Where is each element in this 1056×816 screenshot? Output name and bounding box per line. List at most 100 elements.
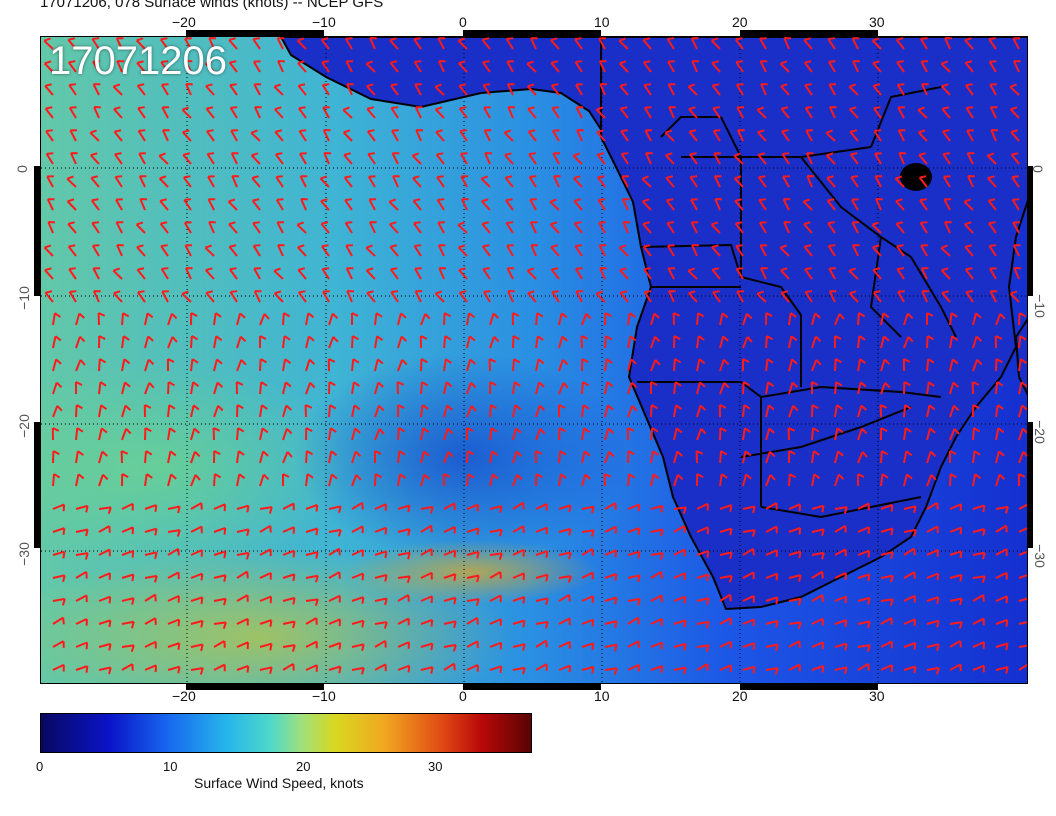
- wind-barb: [136, 267, 146, 280]
- wind-barb: [897, 290, 905, 303]
- wind-barb: [121, 502, 134, 511]
- wind-barb: [420, 505, 434, 514]
- wind-barb: [236, 570, 249, 579]
- wind-barb: [926, 335, 934, 349]
- wind-barb: [182, 152, 192, 165]
- wind-barb: [857, 312, 866, 326]
- wind-barb: [420, 358, 428, 372]
- wind-barb: [665, 198, 675, 211]
- wind-barb: [466, 527, 480, 536]
- wind-barb: [213, 405, 224, 418]
- wind-barb: [944, 37, 952, 50]
- wind-barb: [144, 473, 153, 487]
- wind-barb: [903, 547, 916, 556]
- wind-barb: [121, 404, 132, 418]
- wind-barb: [434, 106, 445, 119]
- wind-barb: [650, 404, 658, 418]
- wind-barb: [397, 473, 407, 487]
- wind-barb: [825, 129, 836, 142]
- wind-barb: [229, 106, 238, 119]
- wind-barb: [276, 37, 285, 50]
- wind-barb: [903, 404, 912, 418]
- wind-barb: [742, 529, 756, 537]
- wind-barb: [259, 427, 269, 441]
- wind-barb: [207, 175, 215, 188]
- wind-barb: [328, 473, 338, 487]
- wind-barb: [374, 550, 388, 559]
- wind-barb: [619, 290, 629, 303]
- wind-barb: [896, 244, 905, 257]
- wind-barb: [810, 381, 819, 395]
- wind-barb: [190, 474, 201, 487]
- wind-barb: [828, 83, 837, 96]
- wind-barb: [98, 358, 107, 372]
- wind-barb: [305, 640, 318, 649]
- wind-barb: [642, 221, 652, 234]
- wind-barb: [304, 404, 313, 418]
- wind-barb: [75, 312, 85, 326]
- wind-barb: [276, 221, 285, 234]
- wind-barb: [160, 83, 169, 96]
- wind-barb: [282, 662, 295, 671]
- wind-barb: [687, 83, 698, 96]
- wind-barb: [644, 129, 653, 142]
- wind-barb: [604, 572, 618, 581]
- wind-barb: [737, 129, 745, 142]
- wind-barb: [98, 642, 112, 651]
- wind-barb: [113, 129, 123, 142]
- wind-barb: [183, 221, 192, 234]
- wind-barb: [365, 267, 376, 280]
- wind-barb: [75, 359, 86, 372]
- wind-barb: [391, 152, 400, 165]
- wind-barb: [52, 381, 63, 395]
- wind-barb: [788, 597, 802, 606]
- wind-barb: [673, 666, 687, 675]
- wind-barb: [374, 450, 382, 463]
- wind-barb: [788, 312, 797, 326]
- wind-barb: [443, 427, 454, 441]
- wind-barb: [297, 60, 307, 73]
- wind-barb: [896, 60, 905, 73]
- wind-barb: [420, 473, 431, 487]
- wind-barb: [949, 503, 962, 511]
- wind-barb: [535, 550, 549, 558]
- wind-barb: [759, 244, 768, 257]
- wind-barb: [558, 575, 572, 583]
- wind-barb: [834, 666, 848, 675]
- wind-barb: [345, 244, 353, 257]
- wind-barb: [483, 129, 492, 142]
- wind-barb: [848, 290, 859, 303]
- wind-barb: [75, 504, 89, 513]
- wind-barb: [650, 427, 659, 441]
- wind-barb: [995, 381, 1004, 395]
- wind-barb: [213, 550, 227, 559]
- wind-barb: [144, 593, 157, 602]
- wind-barb: [788, 405, 799, 418]
- wind-barb: [236, 450, 245, 464]
- wind-barb: [897, 129, 906, 142]
- wind-barb: [829, 106, 837, 119]
- wind-barb: [627, 473, 636, 487]
- wind-barb: [44, 106, 54, 119]
- wind-barb: [282, 526, 295, 534]
- wind-barb: [995, 524, 1008, 533]
- wind-barb: [159, 198, 169, 211]
- wind-barb: [811, 570, 824, 579]
- wind-barb: [443, 312, 451, 326]
- wind-barb: [949, 663, 962, 672]
- wind-barb: [558, 551, 572, 560]
- wind-barb: [1018, 643, 1027, 652]
- wind-barb: [949, 404, 960, 418]
- wind-barb: [558, 382, 569, 395]
- wind-barb: [604, 381, 614, 395]
- wind-barb: [621, 175, 629, 188]
- bottom-lon-tick: 10: [594, 688, 610, 704]
- wind-barb: [642, 244, 652, 257]
- wind-barb: [328, 312, 339, 326]
- wind-barb: [827, 244, 836, 257]
- wind-barb: [780, 267, 790, 280]
- wind-barb: [121, 663, 134, 671]
- wind-barb: [98, 473, 109, 487]
- wind-barb: [926, 525, 939, 534]
- wind-barb: [872, 83, 882, 96]
